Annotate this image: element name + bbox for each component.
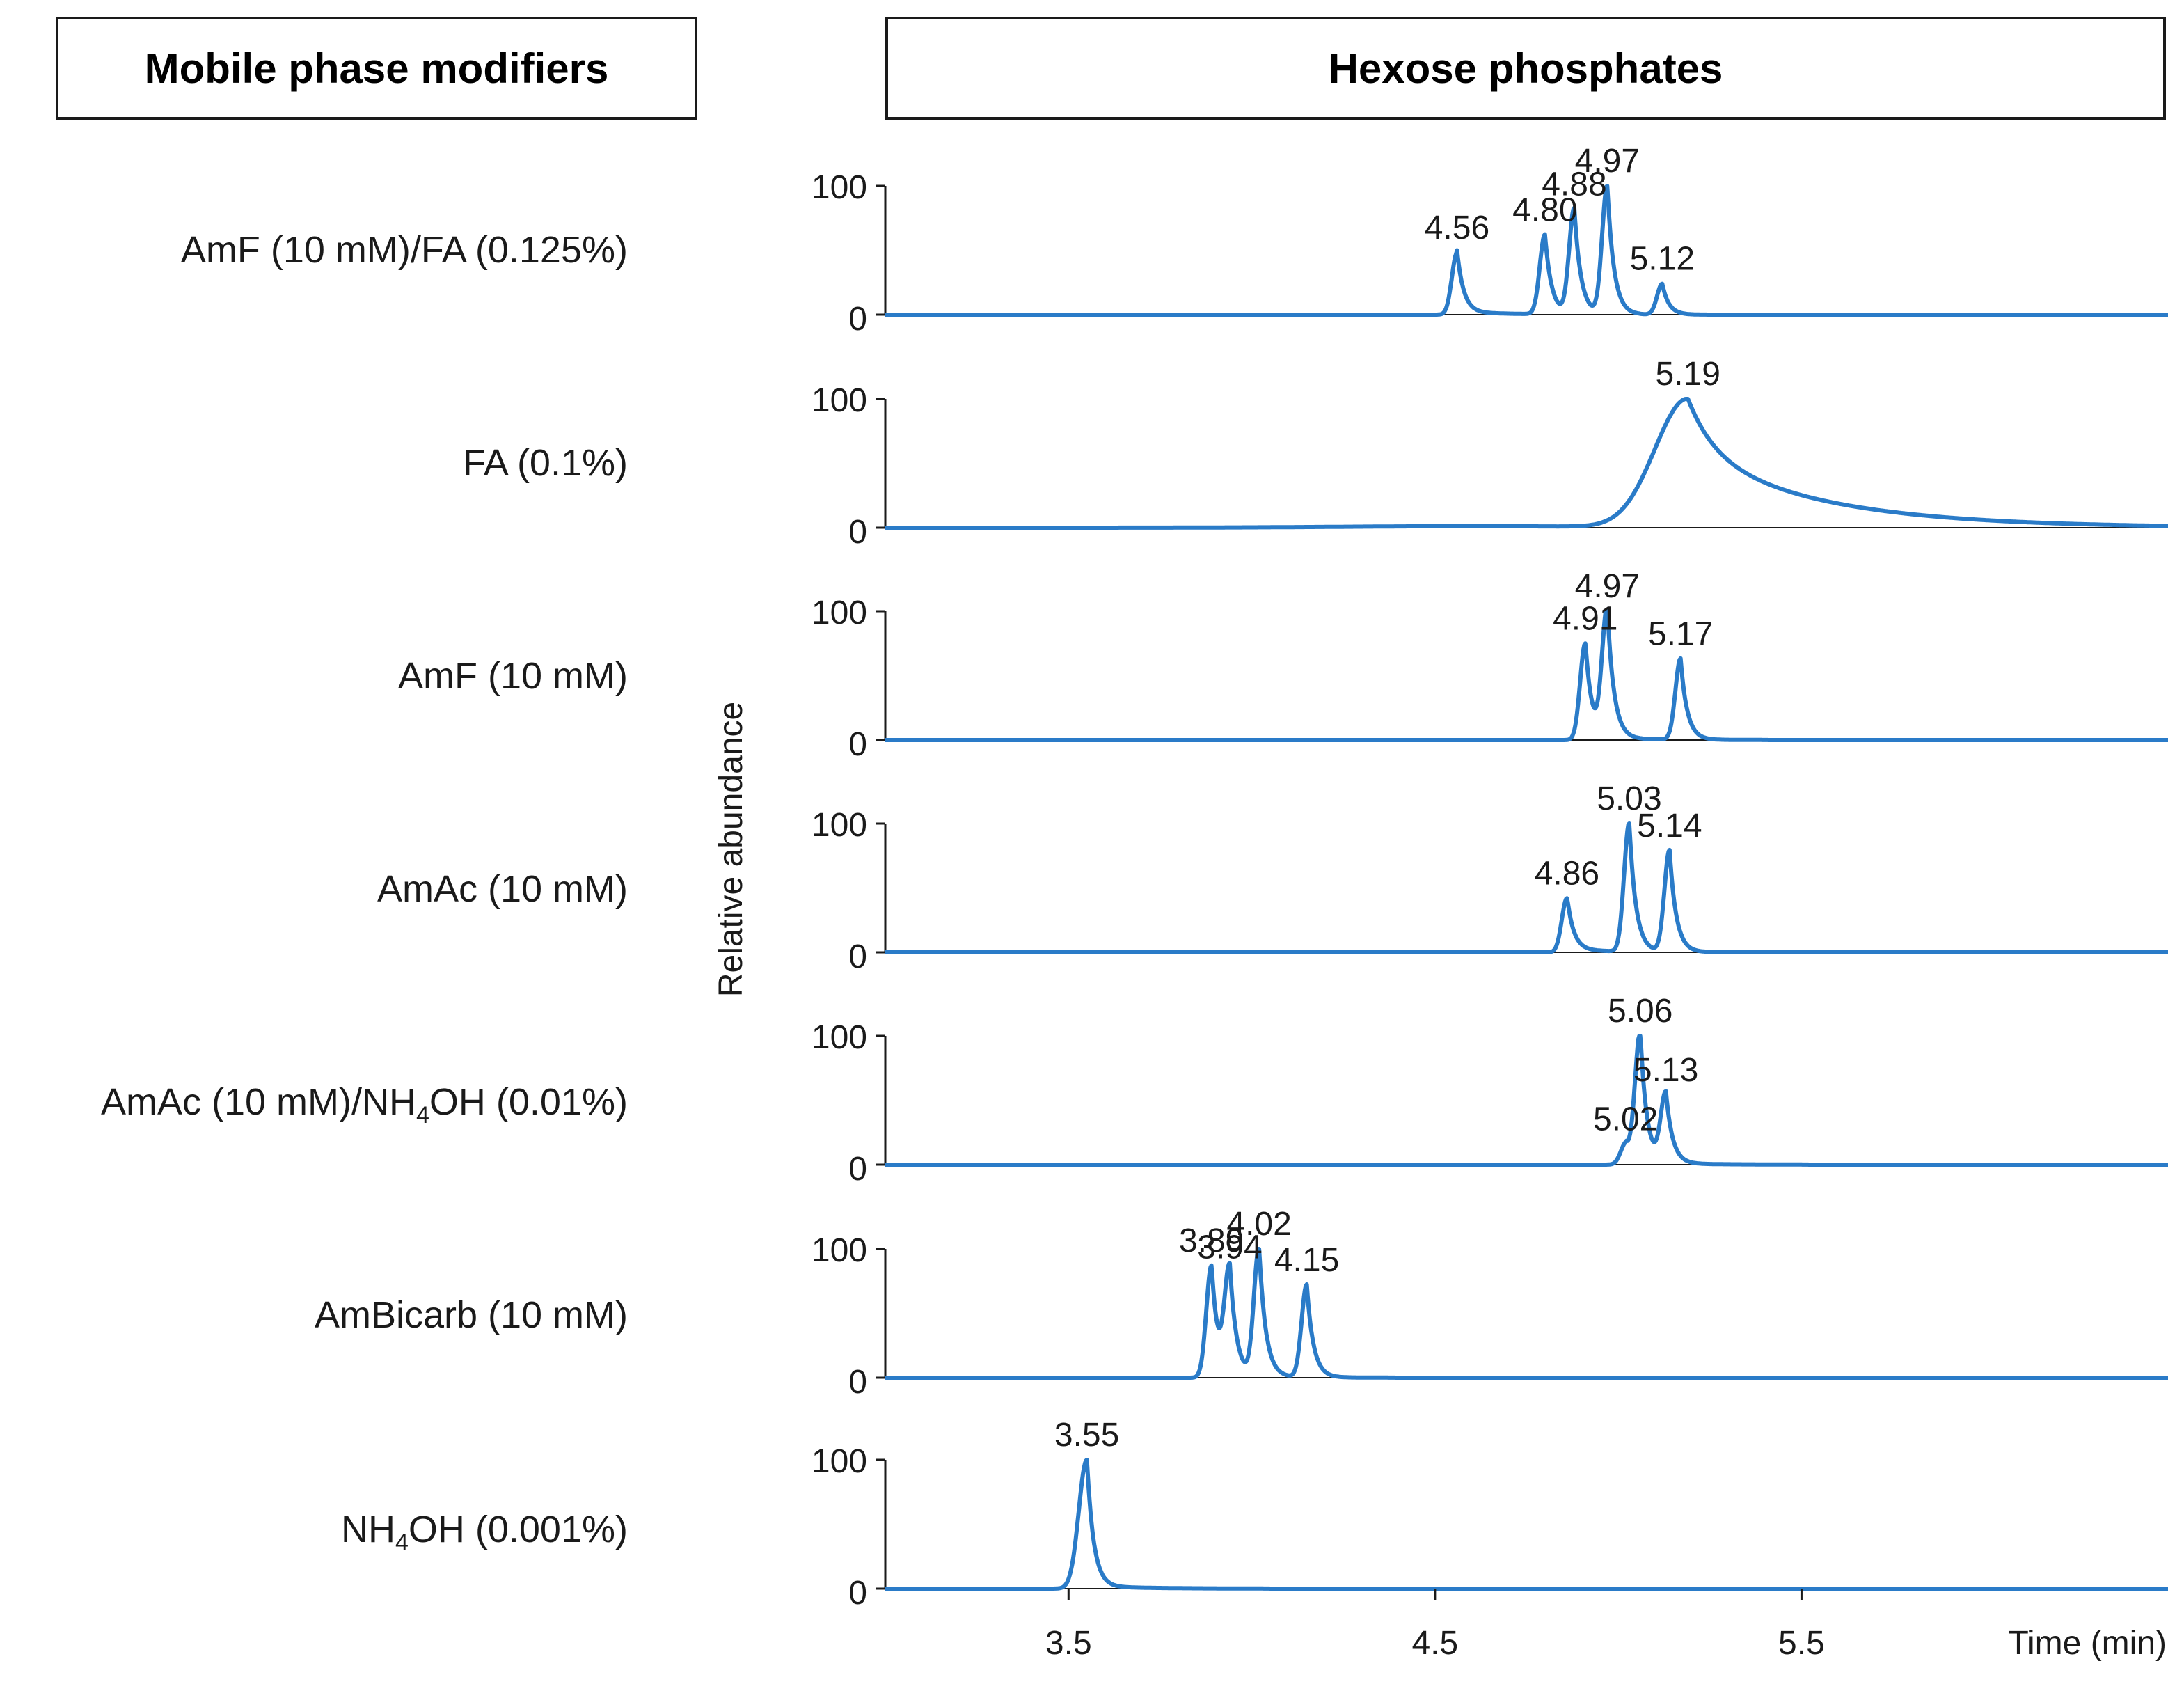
y-tick-label-0-row-4: 0 bbox=[848, 938, 867, 975]
y-tick-label-0-row-6: 0 bbox=[848, 1364, 867, 1401]
x-tick-label-1: 3.5 bbox=[1045, 1625, 1092, 1662]
peak-label-3-2: 4.97 bbox=[1575, 568, 1640, 605]
peak-label-5-1: 5.02 bbox=[1593, 1101, 1658, 1138]
peak-label-3-1: 4.91 bbox=[1553, 600, 1617, 637]
y-tick-label-100-row-6: 100 bbox=[812, 1232, 867, 1269]
x-axis-label: Time (min) bbox=[2008, 1625, 2167, 1662]
trace-7 bbox=[884, 1458, 2169, 1591]
row-label-5: AmAc (10 mM)/NH4OH (0.01%) bbox=[100, 1081, 628, 1128]
mobile-phase-header: Mobile phase modifiers bbox=[56, 17, 697, 120]
y-tick-label-100-row-1: 100 bbox=[812, 169, 867, 206]
row-label-4: AmAc (10 mM) bbox=[377, 868, 628, 910]
row-label-7: NH4OH (0.001%) bbox=[340, 1509, 628, 1556]
row-label-1: AmF (10 mM)/FA (0.125%) bbox=[180, 229, 628, 271]
chart-title-box: Hexose phosphates bbox=[885, 17, 2166, 120]
peak-label-6-1: 3.89 bbox=[1179, 1222, 1244, 1259]
row-label-2: FA (0.1%) bbox=[462, 442, 628, 484]
trace-4 bbox=[884, 821, 2169, 954]
x-tick-label-2: 4.5 bbox=[1411, 1625, 1458, 1662]
peak-label-5-2: 5.06 bbox=[1608, 993, 1672, 1030]
x-tick-label-3: 5.5 bbox=[1778, 1625, 1825, 1662]
trace-1 bbox=[884, 184, 2169, 317]
peak-label-1-3: 4.88 bbox=[1542, 166, 1606, 203]
peak-label-1-5: 5.12 bbox=[1630, 241, 1695, 278]
peak-label-4-2: 5.03 bbox=[1597, 780, 1661, 817]
row-label-6: AmBicarb (10 mM) bbox=[314, 1294, 628, 1336]
peak-label-5-3: 5.13 bbox=[1633, 1052, 1698, 1089]
chart-title: Hexose phosphates bbox=[1328, 45, 1723, 92]
y-tick-label-100-row-4: 100 bbox=[812, 807, 867, 844]
peak-label-6-3: 4.02 bbox=[1226, 1206, 1291, 1243]
peak-label-6-2: 3.94 bbox=[1197, 1229, 1262, 1266]
peak-label-2-1: 5.19 bbox=[1655, 356, 1720, 393]
y-tick-label-100-row-5: 100 bbox=[812, 1019, 867, 1056]
trace-6 bbox=[884, 1247, 2169, 1380]
y-tick-label-100-row-7: 100 bbox=[812, 1443, 867, 1480]
y-tick-label-0-row-7: 0 bbox=[848, 1575, 867, 1612]
row-label-3: AmF (10 mM) bbox=[398, 655, 628, 697]
y-tick-label-0-row-1: 0 bbox=[848, 301, 867, 338]
peak-label-1-2: 4.80 bbox=[1512, 191, 1577, 228]
trace-2 bbox=[884, 397, 2169, 530]
y-tick-label-0-row-3: 0 bbox=[848, 726, 867, 763]
mobile-phase-header-text: Mobile phase modifiers bbox=[144, 45, 609, 92]
peak-label-3-3: 5.17 bbox=[1648, 615, 1713, 652]
peak-label-4-1: 4.86 bbox=[1535, 855, 1599, 892]
peak-label-6-4: 4.15 bbox=[1274, 1242, 1339, 1279]
y-tick-label-100-row-2: 100 bbox=[812, 382, 867, 419]
trace-3 bbox=[884, 609, 2169, 742]
y-tick-label-0-row-2: 0 bbox=[848, 514, 867, 551]
peak-label-4-3: 5.14 bbox=[1637, 808, 1702, 844]
y-tick-label-0-row-5: 0 bbox=[848, 1151, 867, 1188]
peak-label-7-1: 3.55 bbox=[1054, 1417, 1119, 1454]
trace-5 bbox=[884, 1034, 2169, 1167]
y-tick-label-100-row-3: 100 bbox=[812, 595, 867, 631]
y-axis-label: Relative abundance bbox=[713, 702, 750, 997]
peak-label-1-1: 4.56 bbox=[1425, 210, 1489, 246]
peak-label-1-4: 4.97 bbox=[1575, 143, 1640, 180]
